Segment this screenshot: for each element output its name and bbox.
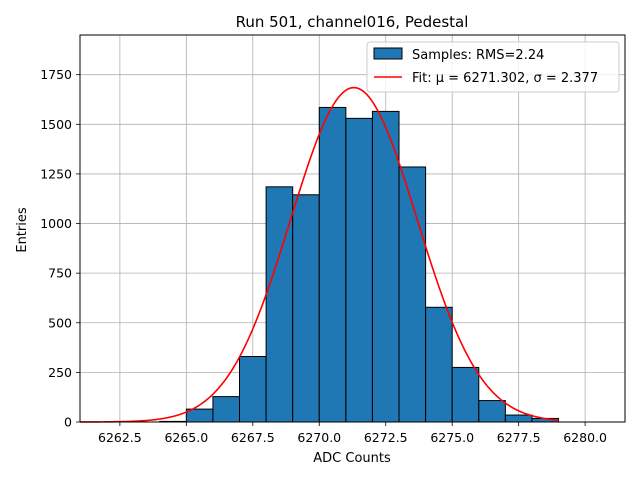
legend-histogram-swatch <box>373 47 403 60</box>
x-tick-label: 6262.5 <box>98 430 142 445</box>
histogram-bar <box>478 400 506 423</box>
y-tick-label: 1750 <box>40 67 72 82</box>
histogram-bar <box>239 356 267 423</box>
y-axis-ticks: 0 250 500 750 1000 1250 1500 1750 <box>40 67 80 430</box>
y-tick-label: 1250 <box>40 166 72 181</box>
x-tick-label: 6270.0 <box>297 430 341 445</box>
y-tick-label: 500 <box>48 315 72 330</box>
histogram-bar <box>292 194 320 423</box>
histogram-bars <box>159 106 560 423</box>
legend-fit-label: Fit: μ = 6271.302, σ = 2.377 <box>412 71 598 86</box>
histogram-bar <box>371 110 400 423</box>
x-tick-label: 6265.0 <box>164 430 208 445</box>
fit-curve <box>80 86 559 423</box>
legend: Samples: RMS=2.24 Fit: μ = 6271.302, σ =… <box>366 41 620 93</box>
y-tick-label: 0 <box>64 415 72 430</box>
y-tick-label: 250 <box>48 365 72 380</box>
histogram-bar <box>318 106 347 423</box>
y-tick-label: 1000 <box>40 216 72 231</box>
chart-title: Run 501, channel016, Pedestal <box>236 13 469 31</box>
histogram-bar <box>265 186 294 423</box>
x-tick-label: 6275.0 <box>430 430 474 445</box>
x-tick-label: 6280.0 <box>563 430 607 445</box>
histogram-bar <box>425 306 453 423</box>
y-axis-label: Entries <box>15 207 30 253</box>
legend-box <box>366 41 620 93</box>
x-tick-label: 6267.5 <box>231 430 275 445</box>
legend-histogram-label: Samples: RMS=2.24 <box>412 48 544 63</box>
plot-frame <box>79 34 626 423</box>
histogram-bar <box>451 366 480 423</box>
histogram-bar <box>345 117 373 423</box>
x-axis-label: ADC Counts <box>313 451 391 466</box>
y-tick-label: 750 <box>48 266 72 281</box>
x-axis-ticks: 6262.5 6265.0 6267.5 6270.0 6272.5 6275.0 6277… <box>98 422 607 445</box>
histogram-bar <box>504 414 533 423</box>
y-tick-label: 1500 <box>40 117 72 132</box>
x-tick-label: 6277.5 <box>497 430 541 445</box>
histogram-bar <box>212 396 241 423</box>
x-tick-label: 6272.5 <box>364 430 408 445</box>
histogram-bar <box>398 166 427 423</box>
